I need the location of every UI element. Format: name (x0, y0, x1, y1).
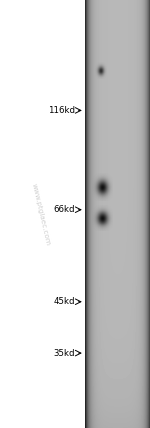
Text: 66kd: 66kd (54, 205, 75, 214)
Text: www.ptglaec.com: www.ptglaec.com (30, 182, 51, 246)
Text: 116kd: 116kd (48, 106, 75, 115)
Text: 45kd: 45kd (54, 297, 75, 306)
Text: 35kd: 35kd (54, 348, 75, 358)
